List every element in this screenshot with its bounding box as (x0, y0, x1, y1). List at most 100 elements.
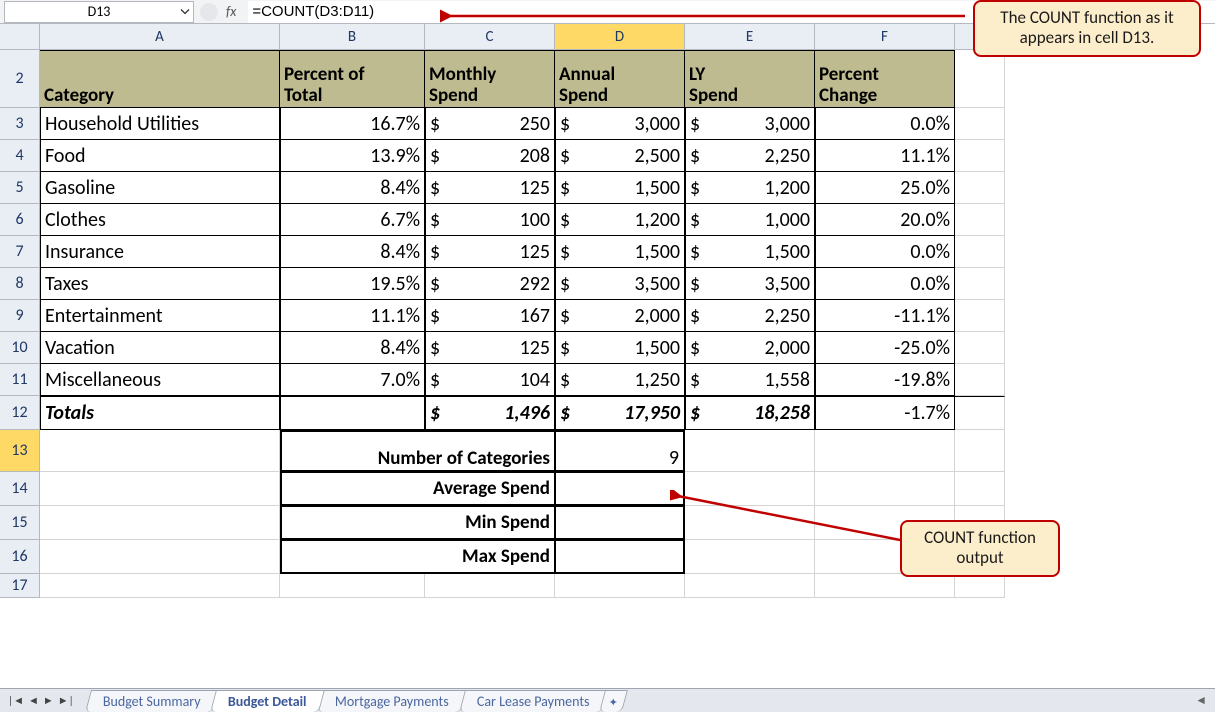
cell-ly[interactable]: $2,000 (685, 332, 815, 364)
select-all-corner[interactable] (0, 24, 40, 50)
stat-value-2[interactable] (555, 506, 685, 540)
cell-change[interactable]: -25.0% (815, 332, 955, 364)
cell-category[interactable]: Miscellaneous (40, 364, 280, 396)
cell-monthly[interactable]: $125 (425, 332, 555, 364)
sheet-tab-0[interactable]: Budget Summary (85, 690, 219, 712)
cell-monthly[interactable]: $125 (425, 236, 555, 268)
cell-ly[interactable]: $1,558 (685, 364, 815, 396)
cell-annual[interactable]: $1,500 (555, 332, 685, 364)
row-header-16[interactable]: 16 (0, 540, 40, 574)
stat-value-3[interactable] (555, 540, 685, 574)
chevron-down-icon[interactable] (180, 3, 190, 20)
cell-change[interactable]: 0.0% (815, 108, 955, 140)
header-E[interactable]: LYSpend (685, 50, 815, 108)
cell-ly[interactable]: $2,250 (685, 300, 815, 332)
cell-annual[interactable]: $1,200 (555, 204, 685, 236)
column-header-C[interactable]: C (425, 24, 555, 50)
new-sheet-tab[interactable]: ✦ (600, 690, 629, 712)
totals-label[interactable]: Totals (40, 396, 280, 430)
column-header-B[interactable]: B (280, 24, 425, 50)
header-B[interactable]: Percent ofTotal (280, 50, 425, 108)
row-header-13[interactable]: 13 (0, 430, 40, 472)
row-header-14[interactable]: 14 (0, 472, 40, 506)
column-header-E[interactable]: E (685, 24, 815, 50)
cell-annual[interactable]: $1,250 (555, 364, 685, 396)
cell-ly[interactable]: $3,500 (685, 268, 815, 300)
header-D[interactable]: AnnualSpend (555, 50, 685, 108)
row-header-10[interactable]: 10 (0, 332, 40, 364)
cell-monthly[interactable]: $292 (425, 268, 555, 300)
totals-monthly[interactable]: $1,496 (425, 396, 555, 430)
stat-label-0[interactable]: Number of Categories (280, 430, 555, 472)
cell-annual[interactable]: $3,500 (555, 268, 685, 300)
cell-pct[interactable]: 8.4% (280, 172, 425, 204)
cell-annual[interactable]: $2,500 (555, 140, 685, 172)
name-box[interactable]: D13 (4, 1, 194, 23)
cell-pct[interactable]: 8.4% (280, 332, 425, 364)
cell-monthly[interactable]: $104 (425, 364, 555, 396)
cell-ly[interactable]: $2,250 (685, 140, 815, 172)
sheet-tab-2[interactable]: Mortgage Payments (317, 690, 467, 712)
cell-change[interactable]: -11.1% (815, 300, 955, 332)
cell-monthly[interactable]: $167 (425, 300, 555, 332)
cell-pct[interactable]: 6.7% (280, 204, 425, 236)
cell-category[interactable]: Entertainment (40, 300, 280, 332)
row-header-15[interactable]: 15 (0, 506, 40, 540)
tab-last-icon[interactable]: ►| (58, 694, 74, 707)
totals-change[interactable]: -1.7% (815, 396, 955, 430)
stat-label-1[interactable]: Average Spend (280, 472, 555, 506)
cell-monthly[interactable]: $125 (425, 172, 555, 204)
column-header-F[interactable]: F (815, 24, 955, 50)
row-header-4[interactable]: 4 (0, 140, 40, 172)
cell-monthly[interactable]: $208 (425, 140, 555, 172)
sheet-tab-3[interactable]: Car Lease Payments (459, 690, 608, 712)
stat-label-2[interactable]: Min Spend (280, 506, 555, 540)
cell-annual[interactable]: $3,000 (555, 108, 685, 140)
cell-pct[interactable]: 11.1% (280, 300, 425, 332)
header-A[interactable]: Category (40, 50, 280, 108)
hscroll-left-icon[interactable]: ◄ (1187, 693, 1215, 708)
row-header-11[interactable]: 11 (0, 364, 40, 396)
cell-monthly[interactable]: $100 (425, 204, 555, 236)
column-header-A[interactable]: A (40, 24, 280, 50)
cell-annual[interactable]: $1,500 (555, 236, 685, 268)
cell-category[interactable]: Insurance (40, 236, 280, 268)
column-header-D[interactable]: D (555, 24, 685, 50)
cell-ly[interactable]: $1,000 (685, 204, 815, 236)
cell-category[interactable]: Household Utilities (40, 108, 280, 140)
cell-change[interactable]: -19.8% (815, 364, 955, 396)
tab-first-icon[interactable]: |◄ (8, 694, 24, 707)
totals-annual[interactable]: $17,950 (555, 396, 685, 430)
cell-change[interactable]: 25.0% (815, 172, 955, 204)
cell-ly[interactable]: $1,500 (685, 236, 815, 268)
cell-annual[interactable]: $1,500 (555, 172, 685, 204)
header-F[interactable]: PercentChange (815, 50, 955, 108)
cell-pct[interactable]: 16.7% (280, 108, 425, 140)
row-header-8[interactable]: 8 (0, 268, 40, 300)
header-C[interactable]: MonthlySpend (425, 50, 555, 108)
cell-monthly[interactable]: $250 (425, 108, 555, 140)
row-header-2[interactable]: 2 (0, 50, 40, 108)
cell-ly[interactable]: $1,200 (685, 172, 815, 204)
row-header-7[interactable]: 7 (0, 236, 40, 268)
row-header-3[interactable]: 3 (0, 108, 40, 140)
cell-annual[interactable]: $2,000 (555, 300, 685, 332)
row-header-9[interactable]: 9 (0, 300, 40, 332)
cell-category[interactable]: Food (40, 140, 280, 172)
stat-value-0[interactable]: 9 (555, 430, 685, 472)
sheet-tab-1[interactable]: Budget Detail (210, 690, 325, 712)
cell-pct[interactable]: 13.9% (280, 140, 425, 172)
tab-prev-icon[interactable]: ◄ (28, 694, 39, 707)
stat-label-3[interactable]: Max Spend (280, 540, 555, 574)
cell-ly[interactable]: $3,000 (685, 108, 815, 140)
cancel-icon[interactable] (200, 3, 218, 21)
totals-ly[interactable]: $18,258 (685, 396, 815, 430)
cell-category[interactable]: Clothes (40, 204, 280, 236)
tab-next-icon[interactable]: ► (43, 694, 54, 707)
cell-category[interactable]: Gasoline (40, 172, 280, 204)
stat-value-1[interactable] (555, 472, 685, 506)
cell-category[interactable]: Vacation (40, 332, 280, 364)
cell-change[interactable]: 0.0% (815, 236, 955, 268)
cell-change[interactable]: 20.0% (815, 204, 955, 236)
row-header-5[interactable]: 5 (0, 172, 40, 204)
